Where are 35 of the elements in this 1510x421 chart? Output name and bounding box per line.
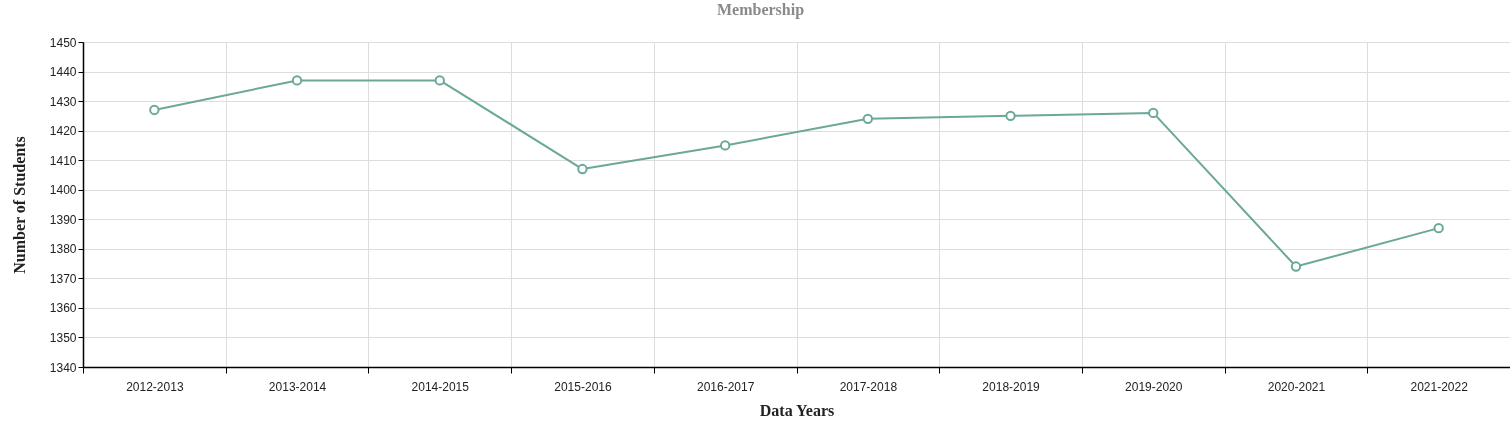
x-tick-label: 2013-2014 [268,379,327,394]
x-axis-title: Data Years [759,401,835,419]
y-tick-label: 1440 [49,65,77,80]
point [1148,107,1159,119]
y-tick-label: 1370 [49,271,77,286]
point [291,75,303,86]
x-tick-label: 2014-2015 [411,379,470,394]
point [719,140,731,151]
y-tick-label: 1410 [49,153,77,168]
x-tick-label: 2018-2019 [982,379,1041,394]
point [577,163,588,175]
y-tick-label: 1350 [49,330,77,345]
y-tick-label: 1430 [49,94,77,109]
x-tick-label: 2019-2020 [1125,379,1183,394]
point [1433,222,1444,234]
y-tick-label: 1340 [49,360,77,375]
point [862,113,874,124]
y-tick-label: 1420 [49,124,77,139]
point [1290,261,1302,272]
x-tick-label: 2021-2022 [1410,379,1469,394]
point [149,104,160,116]
x-tick-label: 2016-2017 [696,379,755,394]
y-tick-label: 1360 [49,301,77,316]
y-tick-label: 1400 [49,183,77,198]
y-tick-label: 1390 [49,212,77,227]
x-tick-label: 2020-2021 [1267,379,1326,394]
y-tick-label: 1380 [49,242,77,257]
x-tick-label: 2015-2016 [554,379,612,394]
x-tick-label: 2012-2013 [126,379,184,394]
point [1005,110,1016,122]
y-axis-title: Number of Students [10,136,28,274]
point [434,75,445,86]
chart-title: Membership [716,1,805,19]
y-tick-label: 1450 [49,35,77,50]
x-tick-label: 2017-2018 [839,379,898,394]
